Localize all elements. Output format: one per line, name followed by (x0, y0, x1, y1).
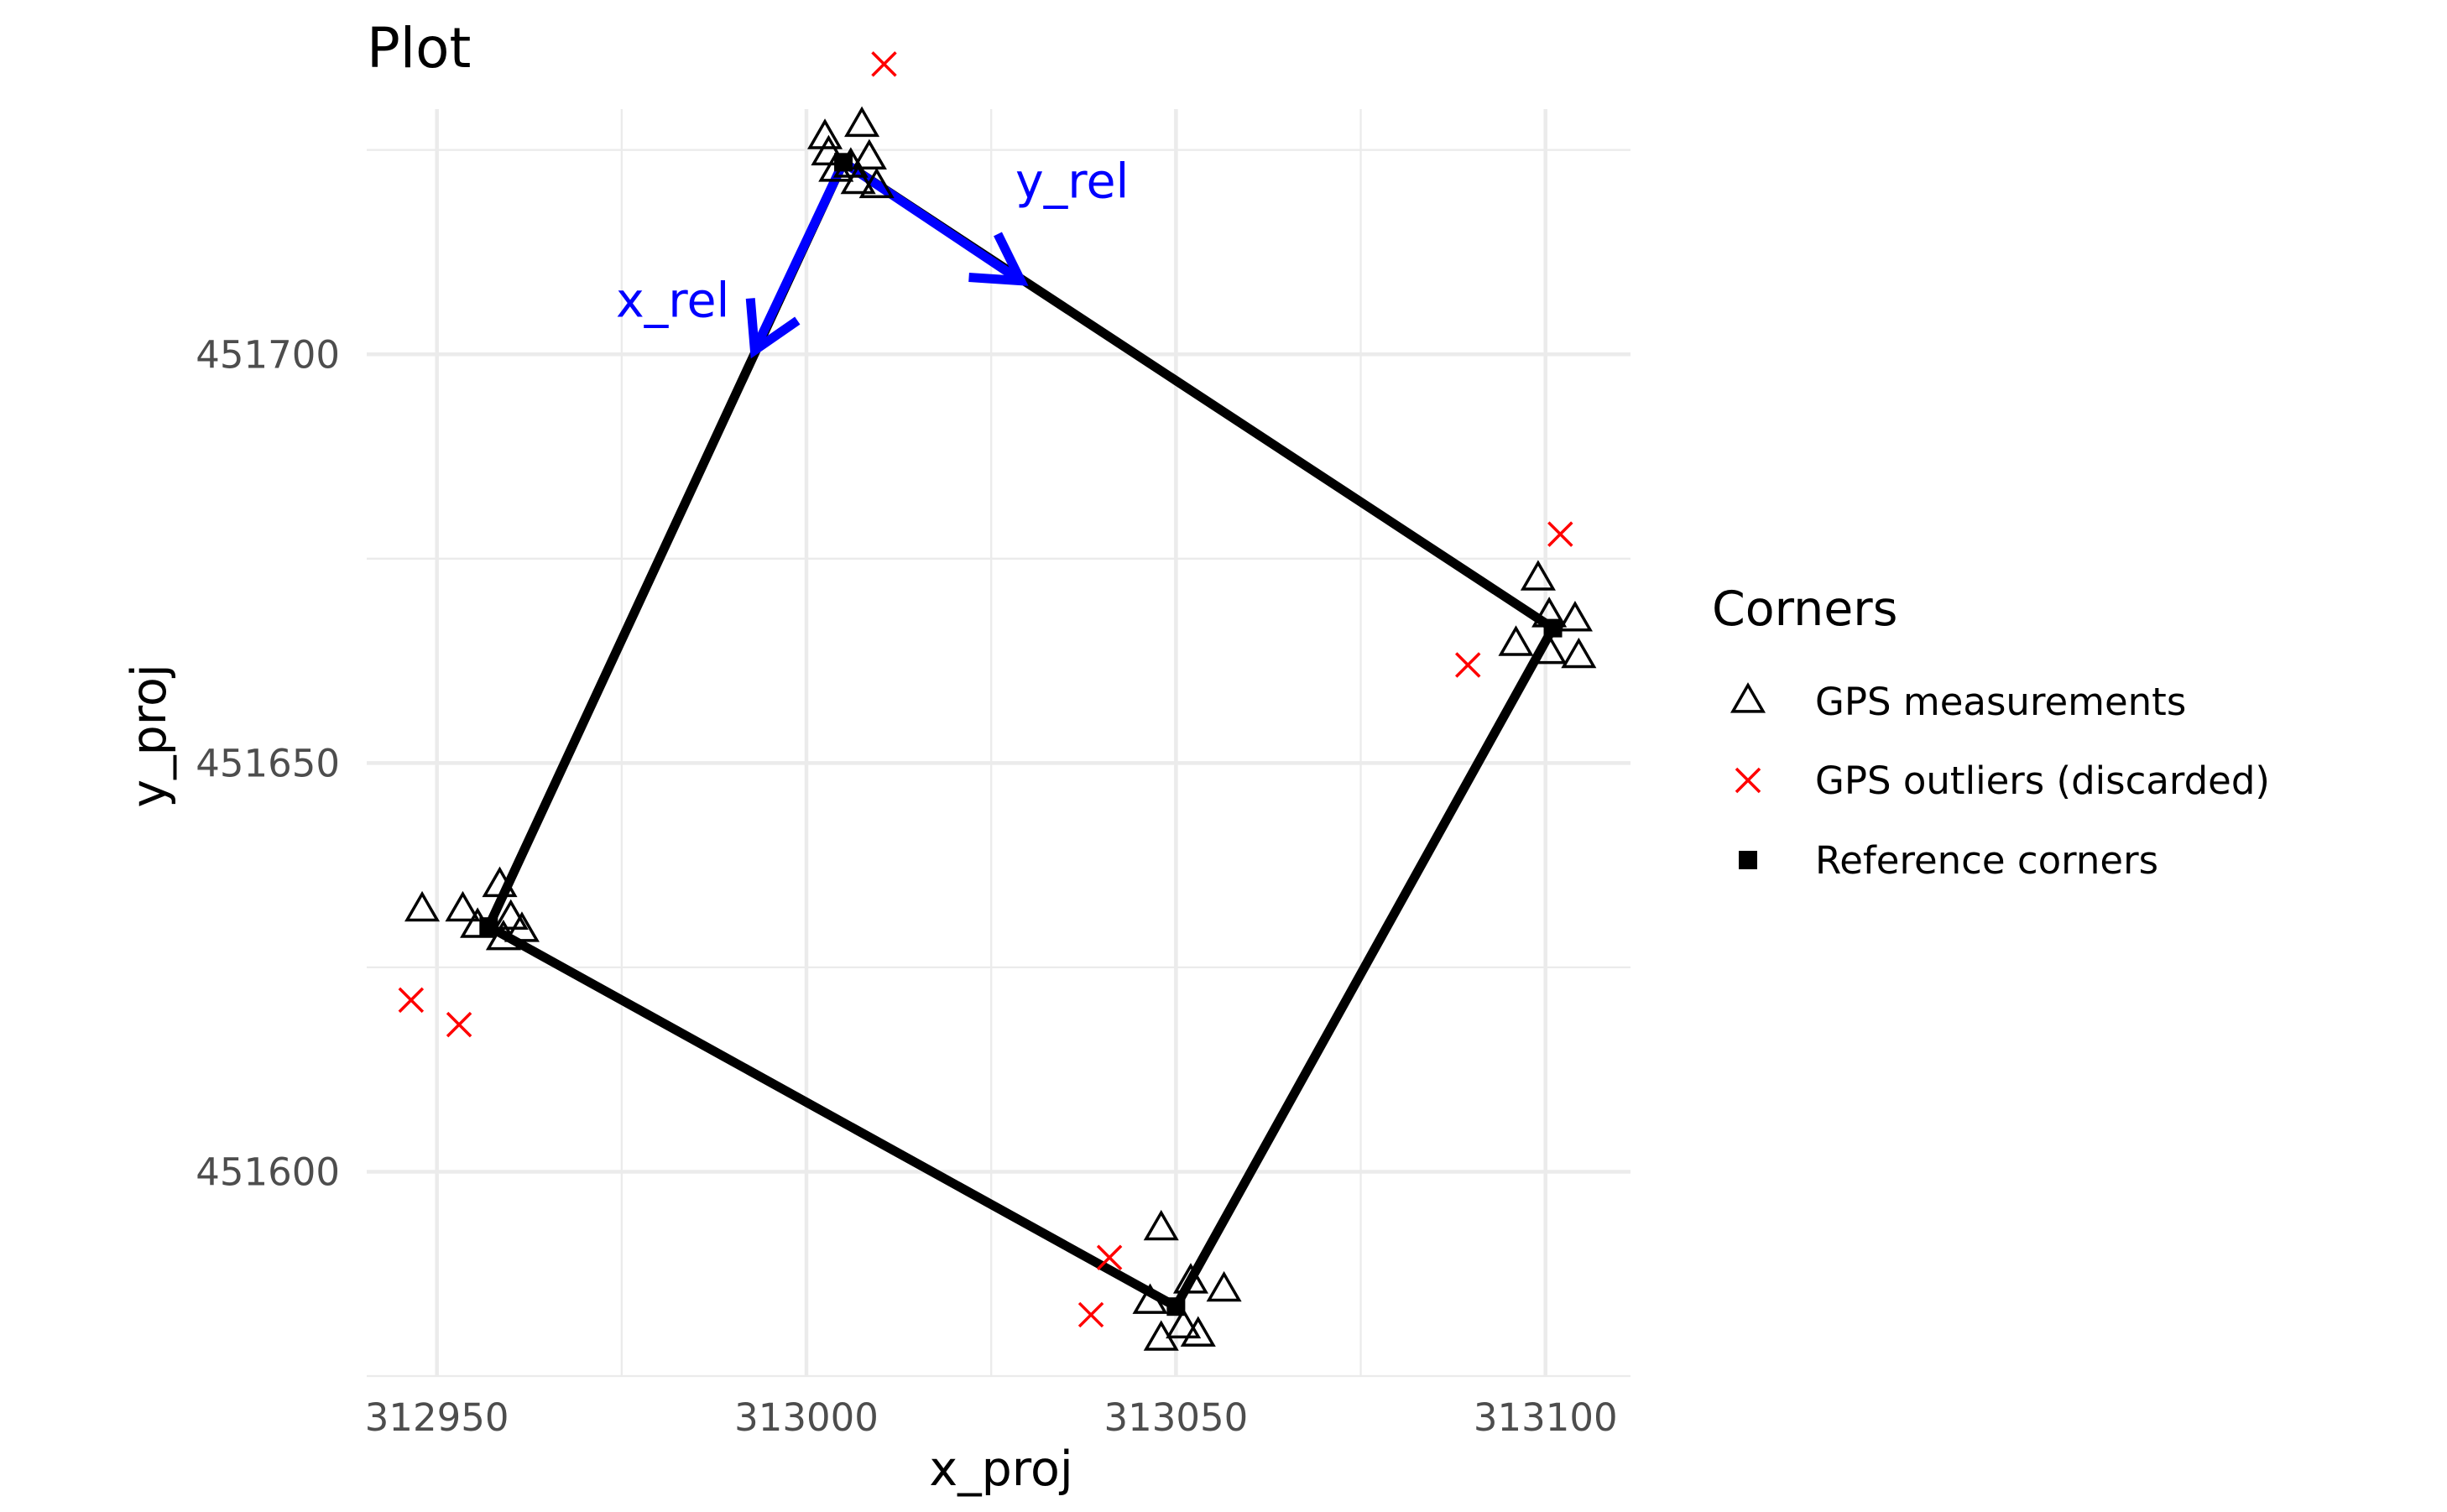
vector-y-rel-arrowhead (968, 232, 1029, 286)
gps-measurement-point (482, 866, 518, 898)
gps-measurement-point (1557, 601, 1593, 632)
x-tick-label: 313000 (734, 1395, 879, 1440)
outlier-cross-stroke (1455, 652, 1481, 678)
reference-corner-point (479, 917, 498, 936)
legend-label: GPS measurements (1815, 680, 2186, 724)
legend-key-cross (1735, 767, 1761, 794)
corner-polygon (483, 157, 1558, 1311)
outlier-cross-stroke (398, 987, 425, 1014)
gps-measurement-point (1498, 625, 1534, 656)
outlier-cross-stroke (1096, 1244, 1123, 1270)
chart-title: Plot (367, 16, 471, 81)
gps-measurement-point (1132, 1283, 1168, 1314)
gps-outlier-point (1547, 521, 1573, 547)
gps-outlier-point (398, 987, 425, 1014)
vector-label-y-rel: y_rel (1015, 154, 1129, 209)
gps-outlier-point (1455, 652, 1481, 678)
gps-measurement-point (1520, 560, 1556, 591)
gps-measurement-point (445, 890, 481, 922)
outlier-cross-stroke (871, 51, 897, 77)
reference-corner-point (1543, 618, 1563, 638)
gps-outlier-point (1077, 1301, 1104, 1328)
y-tick-label: 451650 (196, 741, 340, 785)
legend: Corners GPS measurements GPS outliers (di… (1712, 581, 2270, 883)
x-tick-label: 313050 (1103, 1395, 1248, 1440)
gps-measurement-point (1143, 1320, 1179, 1351)
outlier-cross-stroke (446, 1011, 472, 1038)
gps-outlier-point (871, 51, 897, 77)
vector-y-rel-shaft (840, 158, 1024, 285)
legend-label: Reference corners (1815, 838, 2158, 883)
gps-measurement-point (811, 134, 847, 166)
legend-label: GPS outliers (discarded) (1815, 759, 2270, 803)
gps-measurement-point (1172, 1263, 1209, 1294)
gps-measurement-point (1531, 633, 1568, 665)
y-axis-title: y_proj (122, 664, 177, 807)
legend-key-square (1739, 851, 1757, 869)
reference-corner-point (834, 153, 853, 172)
x-axis-title: x_proj (929, 1442, 1072, 1497)
legend-key-triangle (1730, 682, 1766, 713)
data-points (398, 51, 1597, 1351)
vector-x-rel-shaft (750, 159, 848, 352)
gps-outlier-point (1096, 1244, 1123, 1270)
outlier-cross-stroke (1547, 521, 1573, 547)
outlier-cross-stroke (1735, 767, 1761, 794)
legend-title: Corners (1712, 581, 1897, 637)
reference-corner-point (1166, 1297, 1186, 1316)
gps-measurement-point (844, 106, 880, 138)
gps-measurement-point (1561, 637, 1597, 669)
relative-axis-vectors: x_rel y_rel (616, 154, 1129, 359)
vector-label-x-rel: x_rel (616, 273, 729, 328)
gps-measurement-point (503, 911, 540, 942)
corner-polygon-outline (483, 157, 1558, 1311)
x-tick-label: 312950 (365, 1395, 509, 1440)
gps-measurement-point (1166, 1307, 1202, 1339)
gps-measurement-point (840, 163, 876, 195)
axes: Plot x_proj y_proj 312950 313000 313050 313… (122, 16, 1618, 1497)
vector-x-rel-arrowhead (745, 298, 801, 359)
gps-measurement-point (1180, 1316, 1216, 1347)
outlier-cross-stroke (1077, 1301, 1104, 1328)
y-tick-label: 451600 (196, 1150, 340, 1194)
gps-measurement-point (1143, 1209, 1179, 1241)
gps-measurement-point (493, 899, 529, 931)
gps-measurement-point (858, 167, 895, 199)
gps-outlier-point (446, 1011, 472, 1038)
x-tick-label: 313100 (1474, 1395, 1618, 1440)
gps-measurement-point (851, 138, 887, 170)
gps-measurement-point (404, 890, 441, 922)
gps-measurement-point (1206, 1270, 1242, 1302)
y-tick-label: 451700 (196, 332, 340, 377)
grid (367, 109, 1630, 1378)
gps-measurement-point (807, 118, 843, 149)
